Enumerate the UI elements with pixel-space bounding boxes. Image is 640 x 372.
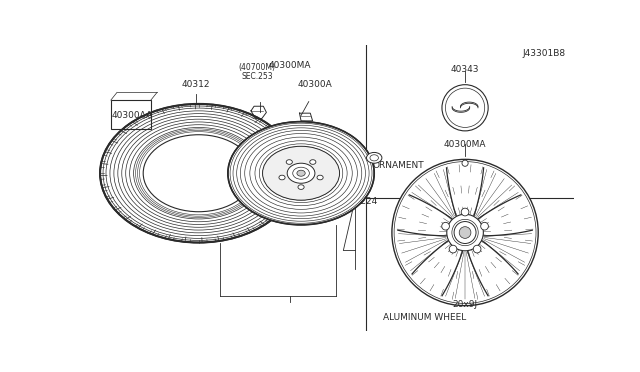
Ellipse shape — [442, 222, 449, 230]
Ellipse shape — [447, 214, 483, 251]
Ellipse shape — [460, 227, 471, 238]
Text: 40300MA: 40300MA — [444, 140, 486, 149]
Ellipse shape — [473, 245, 481, 253]
Ellipse shape — [367, 153, 382, 163]
Bar — [111, 100, 151, 129]
Ellipse shape — [481, 222, 488, 230]
Ellipse shape — [298, 185, 304, 189]
Text: 20x9J: 20x9J — [452, 299, 477, 309]
Ellipse shape — [310, 160, 316, 164]
Text: (40700M): (40700M) — [239, 63, 276, 72]
Ellipse shape — [442, 85, 488, 131]
Ellipse shape — [100, 104, 297, 243]
Ellipse shape — [461, 208, 469, 216]
Ellipse shape — [297, 170, 305, 176]
Text: 40343: 40343 — [451, 65, 479, 74]
Ellipse shape — [449, 245, 457, 253]
Ellipse shape — [262, 146, 340, 200]
Ellipse shape — [286, 160, 292, 164]
Text: 40300AA: 40300AA — [111, 111, 152, 120]
Ellipse shape — [287, 163, 315, 183]
Text: 40300MA: 40300MA — [268, 61, 311, 70]
Ellipse shape — [228, 122, 374, 225]
Text: 40312: 40312 — [181, 80, 210, 89]
Text: ORNAMENT: ORNAMENT — [372, 161, 424, 170]
Text: 40300A: 40300A — [298, 80, 332, 89]
Text: 40224: 40224 — [349, 197, 378, 206]
Ellipse shape — [279, 175, 285, 180]
Ellipse shape — [392, 159, 538, 306]
Ellipse shape — [462, 160, 468, 166]
Text: J43301B8: J43301B8 — [522, 49, 565, 58]
Ellipse shape — [143, 135, 254, 212]
Text: ALUMINUM WHEEL: ALUMINUM WHEEL — [383, 313, 467, 322]
Text: SEC.253: SEC.253 — [241, 73, 273, 81]
Ellipse shape — [317, 175, 323, 180]
Ellipse shape — [454, 222, 476, 244]
